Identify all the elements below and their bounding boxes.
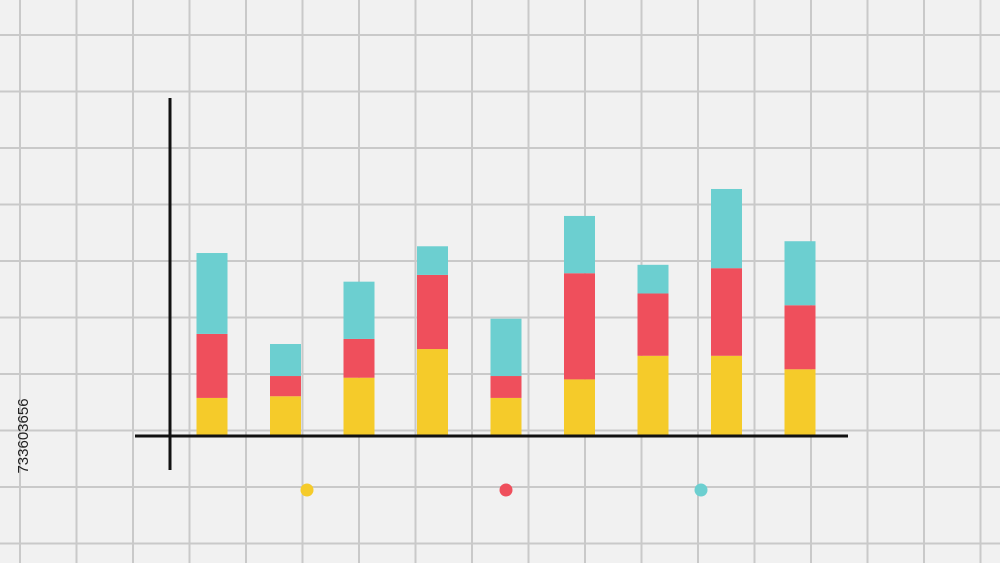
bar-segment (270, 376, 301, 397)
legend-marker (300, 483, 314, 497)
bar-segment (711, 355, 742, 435)
bar-segment (270, 344, 301, 377)
bar-segment (417, 246, 448, 275)
bar-segment (711, 268, 742, 356)
bar-segment (490, 318, 522, 377)
bar-segment (637, 264, 669, 294)
bar-segment (711, 188, 742, 269)
bar-segment (417, 274, 448, 350)
bar-segment (490, 376, 522, 398)
bar-segment (784, 305, 816, 370)
stock-id: 733603656 (15, 398, 32, 473)
bar-segment (196, 253, 228, 334)
legend-marker (499, 483, 513, 497)
bar-segment (417, 349, 448, 435)
bar-segment (784, 369, 816, 435)
bar-segment (196, 397, 228, 435)
bar-segment (784, 241, 816, 306)
bar-segment (343, 338, 375, 378)
bar-segment (490, 397, 522, 435)
legend-marker (694, 483, 708, 497)
bar-segment (637, 293, 669, 356)
bar-segment (564, 215, 595, 274)
bar-segment (343, 281, 375, 339)
bar-segment (637, 355, 669, 435)
bar-segment (343, 377, 375, 435)
bar-segment (270, 396, 301, 435)
bar-segment (564, 273, 595, 380)
bar-segment (196, 333, 228, 398)
bar-segment (564, 379, 595, 435)
